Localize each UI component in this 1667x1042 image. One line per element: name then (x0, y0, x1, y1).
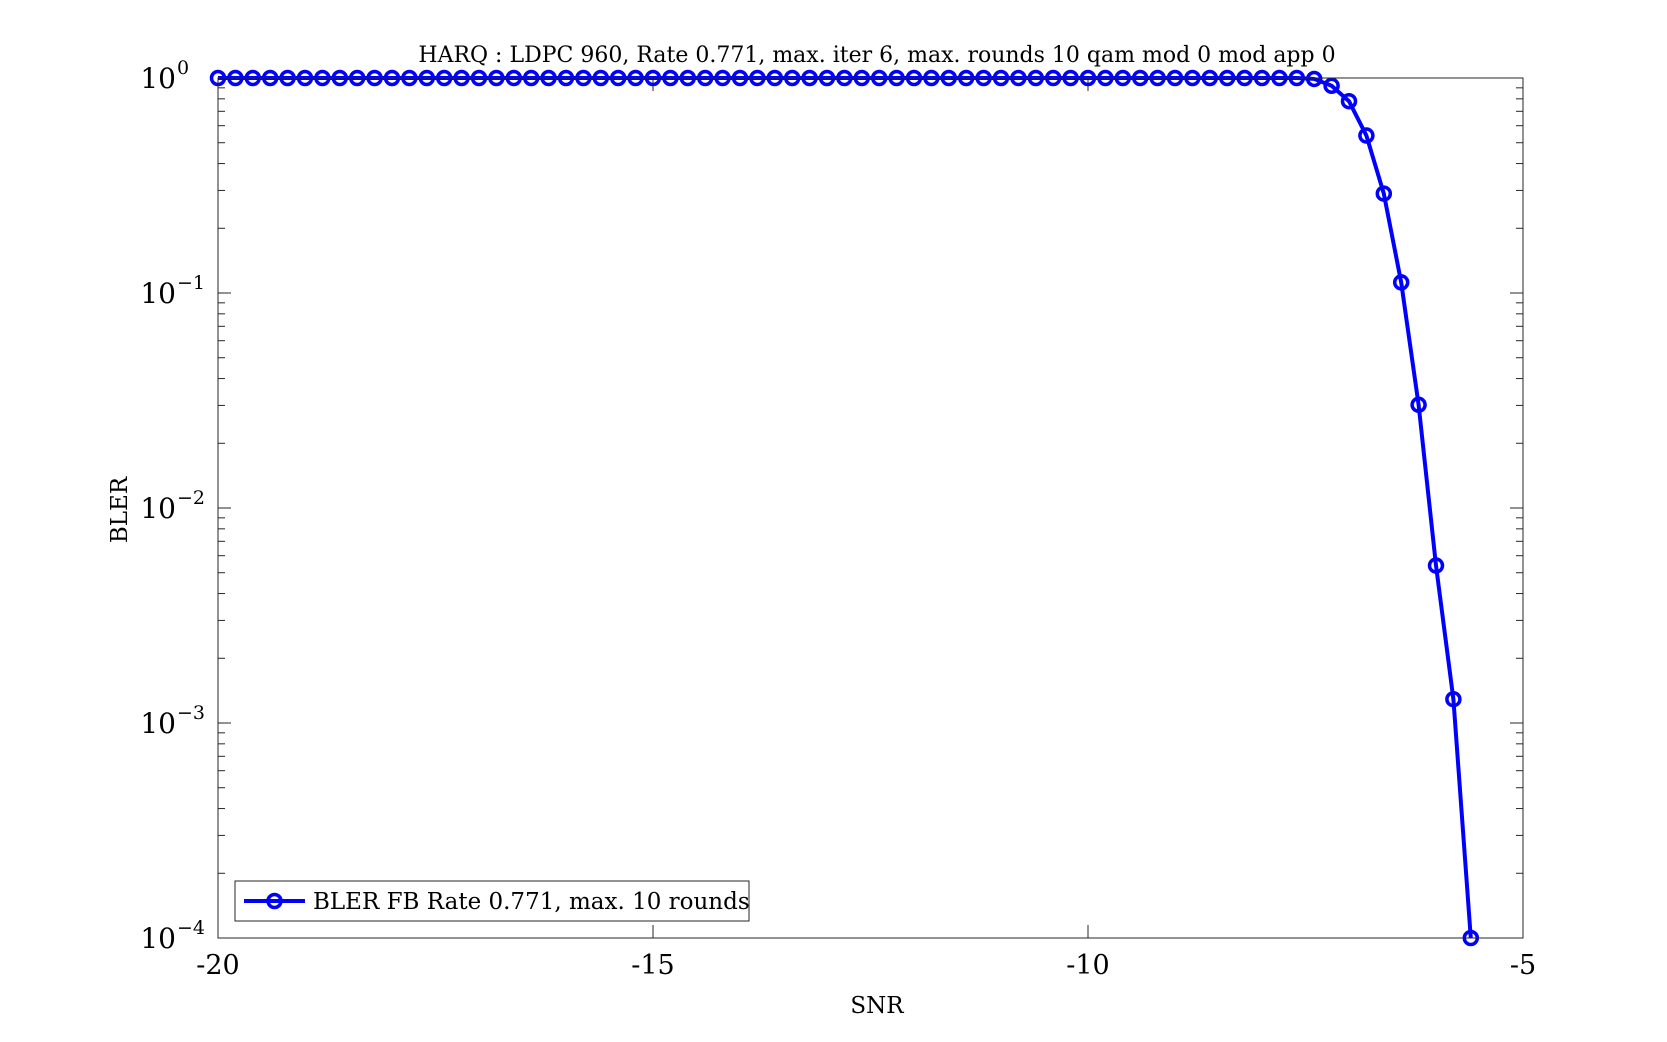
data-point-marker (1392, 274, 1410, 291)
x-tick-label: -5 (1510, 950, 1536, 981)
chart-title: HARQ : LDPC 960, Rate 0.771, max. iter 6… (418, 43, 1335, 68)
y-tick-exponent: 0 (177, 57, 189, 79)
y-tick-label: 10 (140, 922, 176, 955)
y-axis-label: BLER (107, 476, 133, 543)
y-tick-label: 10 (140, 62, 176, 95)
data-point-marker (1323, 77, 1340, 95)
y-tick-exponent: −2 (177, 487, 205, 509)
data-point-marker (1340, 92, 1358, 110)
data-point-marker (1358, 127, 1375, 144)
x-axis-label: SNR (850, 993, 904, 1019)
data-point-marker (1445, 690, 1462, 708)
y-tick-exponent: −3 (177, 702, 205, 724)
data-point-marker (1410, 396, 1427, 414)
minor-tick-layer (218, 87, 1523, 874)
legend-box (234, 880, 750, 922)
y-tick-label: 10 (140, 277, 176, 310)
x-tick-label: -15 (631, 950, 674, 981)
legend-marker-sample (266, 892, 283, 910)
data-point-marker (1427, 557, 1445, 574)
plot-area-frame (217, 77, 1524, 939)
y-tick-label: 10 (140, 492, 176, 525)
y-tick-exponent: −1 (177, 272, 205, 294)
x-tick-label: -10 (1066, 950, 1109, 981)
legend-label: BLER FB Rate 0.771, max. 10 rounds (313, 889, 750, 915)
y-tick-exponent: −4 (177, 917, 205, 939)
data-point-marker (1375, 185, 1393, 202)
y-tick-label: 10 (140, 707, 176, 740)
tick-layer: -20 -15 -10 -510 010 −110 −210 −310 −4 (140, 57, 1536, 981)
x-tick-label: -20 (196, 950, 239, 981)
data-point-marker (1305, 70, 1323, 88)
legend: BLER FB Rate 0.771, max. 10 rounds (234, 880, 750, 922)
